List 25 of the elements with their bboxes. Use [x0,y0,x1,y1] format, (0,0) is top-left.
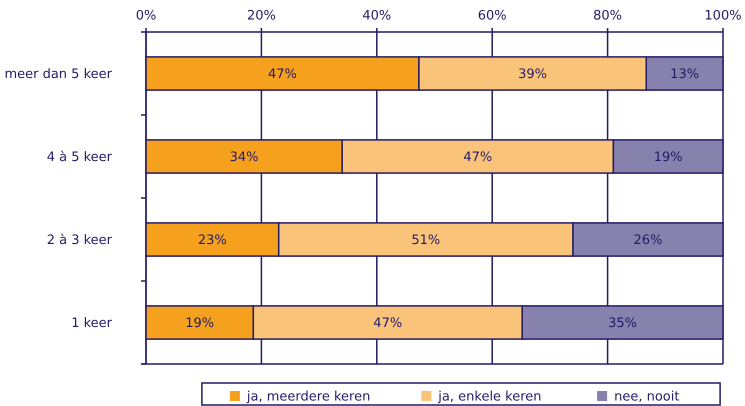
x-tick-label: 20% [246,8,276,24]
y-tick-label: 1 keer [71,316,113,332]
data-label: 13% [670,67,700,82]
x-tick-label: 40% [362,8,392,24]
legend-label: ja, enkele keren [437,390,542,405]
data-label: 23% [198,233,227,248]
legend-label: nee, nooit [614,390,680,405]
x-tick-label: 80% [593,8,622,24]
data-label: 19% [654,150,683,166]
x-tick-label: 100% [704,8,742,24]
data-label: 39% [518,67,548,82]
y-tick-label: meer dan 5 keer [4,67,113,82]
data-label: 47% [463,150,492,166]
legend-label: ja, meerdere keren [246,390,370,405]
y-tick-label: 4 à 5 keer [46,150,113,166]
x-tick-label: 60% [478,8,507,24]
data-label: 51% [411,233,440,248]
data-label: 35% [608,316,638,332]
data-label: 47% [268,67,297,82]
data-label: 26% [634,233,662,248]
y-tick-label: 2 à 3 keer [46,233,113,248]
x-tick-label: 0% [136,8,156,24]
data-label: 19% [185,316,214,332]
data-label: 34% [230,150,259,166]
data-label: 47% [373,316,402,332]
